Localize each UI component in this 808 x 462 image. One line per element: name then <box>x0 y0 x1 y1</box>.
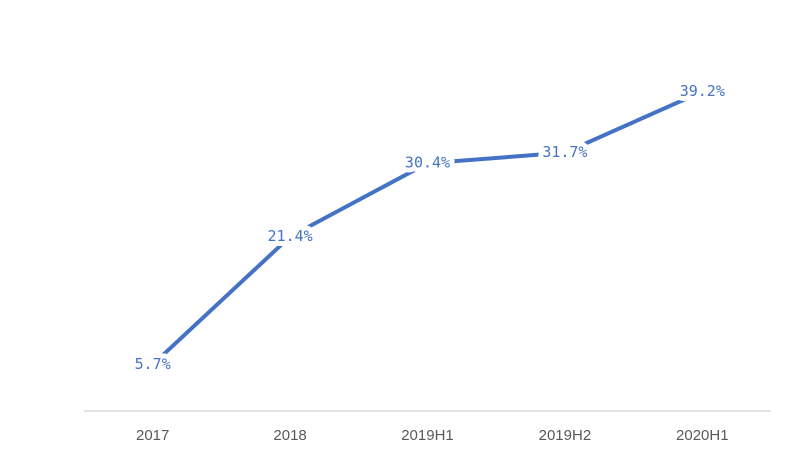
x-tick-label: 2017 <box>136 427 169 444</box>
x-tick-label: 2018 <box>273 427 306 444</box>
x-tick-label: 2019H1 <box>401 427 454 444</box>
x-tick-label: 2019H2 <box>539 427 592 444</box>
line <box>151 89 704 367</box>
x-tick-label: 2020H1 <box>676 427 729 444</box>
data-label: 5.7% <box>135 355 171 373</box>
data-label: 31.7% <box>542 143 587 161</box>
data-label: 30.4% <box>405 154 450 172</box>
data-label: 21.4% <box>268 227 313 245</box>
data-label: 39.2% <box>680 82 725 100</box>
